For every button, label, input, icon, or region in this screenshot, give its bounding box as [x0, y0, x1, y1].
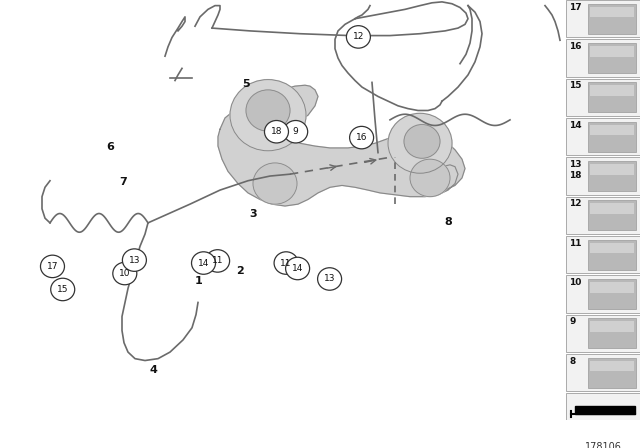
Bar	[588, 200, 636, 230]
Bar	[590, 125, 634, 135]
Bar	[566, 197, 640, 234]
Text: 9: 9	[569, 318, 575, 327]
Text: 12: 12	[353, 32, 364, 41]
Text: 13
18: 13 18	[569, 160, 582, 180]
Bar	[566, 354, 640, 392]
Circle shape	[346, 26, 371, 48]
Bar	[566, 79, 640, 116]
Text: 9: 9	[293, 127, 298, 136]
Circle shape	[205, 250, 230, 272]
Bar	[566, 39, 640, 77]
Bar	[588, 161, 636, 191]
Circle shape	[274, 252, 298, 274]
Circle shape	[404, 125, 440, 158]
Bar	[566, 393, 640, 431]
Text: 3: 3	[249, 209, 257, 219]
Text: 10: 10	[569, 278, 581, 287]
Text: 17: 17	[47, 262, 58, 271]
Circle shape	[230, 80, 306, 151]
Text: 13: 13	[129, 256, 140, 265]
Bar	[588, 319, 636, 349]
Circle shape	[264, 121, 289, 143]
Polygon shape	[218, 85, 465, 206]
Text: 8: 8	[569, 357, 575, 366]
Bar	[566, 314, 640, 352]
Circle shape	[253, 163, 297, 204]
Text: 178106: 178106	[584, 442, 621, 448]
Bar	[566, 276, 640, 313]
Circle shape	[51, 278, 75, 301]
Polygon shape	[575, 406, 635, 414]
Text: 16: 16	[569, 42, 582, 51]
Bar	[590, 86, 634, 96]
Bar	[590, 282, 634, 293]
Circle shape	[349, 126, 374, 149]
Bar	[588, 279, 636, 309]
Bar	[590, 164, 634, 175]
Text: 14: 14	[198, 258, 209, 267]
Bar	[588, 122, 636, 152]
Text: 15: 15	[57, 285, 68, 294]
Text: 12: 12	[569, 199, 582, 208]
Bar	[590, 203, 634, 214]
Text: 6: 6	[106, 142, 114, 152]
Circle shape	[191, 252, 216, 274]
Bar	[588, 240, 636, 270]
Text: 7: 7	[119, 177, 127, 188]
Bar	[566, 236, 640, 273]
Circle shape	[246, 90, 290, 131]
Text: 14: 14	[569, 121, 582, 130]
Bar	[588, 4, 636, 34]
Bar	[588, 43, 636, 73]
Text: 16: 16	[356, 133, 367, 142]
Text: 4: 4	[150, 365, 157, 375]
Bar	[566, 0, 640, 38]
Circle shape	[410, 159, 450, 197]
Text: 14: 14	[292, 264, 303, 273]
Text: 11: 11	[569, 239, 582, 248]
Bar	[588, 358, 636, 388]
Bar	[588, 82, 636, 112]
Text: 11: 11	[212, 256, 223, 266]
Text: 5: 5	[243, 79, 250, 89]
Bar	[566, 157, 640, 195]
Bar	[590, 243, 634, 253]
Text: 2: 2	[236, 266, 244, 276]
Bar	[590, 321, 634, 332]
Circle shape	[122, 249, 147, 271]
Circle shape	[285, 257, 310, 280]
Text: 11: 11	[280, 258, 292, 267]
Bar	[566, 118, 640, 155]
Text: 10: 10	[119, 269, 131, 278]
Circle shape	[317, 268, 342, 290]
Text: 18: 18	[271, 127, 282, 136]
Circle shape	[40, 255, 65, 278]
Bar	[590, 46, 634, 56]
Text: 15: 15	[569, 82, 582, 90]
Bar	[590, 361, 634, 371]
Text: 1: 1	[195, 276, 202, 286]
Circle shape	[388, 113, 452, 173]
Bar	[590, 7, 634, 17]
Circle shape	[113, 262, 137, 285]
Text: 17: 17	[569, 3, 582, 12]
Text: 8: 8	[444, 217, 452, 227]
Circle shape	[284, 121, 308, 143]
Text: 13: 13	[324, 275, 335, 284]
